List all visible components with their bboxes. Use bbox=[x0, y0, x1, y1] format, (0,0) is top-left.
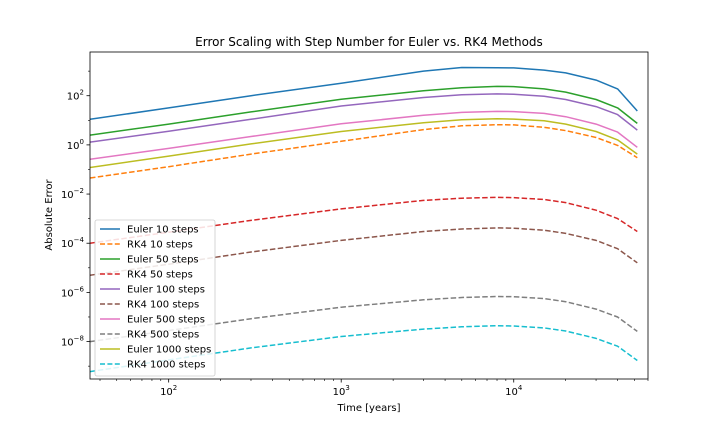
x-tick-label: 102 bbox=[160, 384, 177, 398]
x-axis-label: Time [years] bbox=[337, 403, 401, 414]
legend-entry: Euler 500 steps bbox=[127, 315, 205, 326]
series-line-3 bbox=[90, 85, 638, 136]
legend-entry: RK4 500 steps bbox=[127, 330, 199, 341]
series-line-1 bbox=[90, 66, 638, 121]
legend-box bbox=[94, 219, 216, 377]
series-line-10 bbox=[90, 324, 638, 373]
y-tick-label: 100 bbox=[67, 138, 84, 152]
x-tick-label: 104 bbox=[505, 384, 523, 398]
y-tick-label: 10−8 bbox=[61, 335, 84, 349]
y-tick-label: 102 bbox=[67, 89, 84, 103]
y-tick-label: 10−6 bbox=[61, 285, 85, 299]
y-tick-label: 10−4 bbox=[61, 236, 85, 250]
legend: Euler 10 steps RK4 10 steps Euler 50 steps… bbox=[94, 219, 216, 377]
legend-entry: Euler 100 steps bbox=[127, 285, 205, 296]
series-line-9 bbox=[90, 118, 638, 169]
legend-entry: RK4 100 steps bbox=[127, 300, 199, 311]
series-line-4 bbox=[90, 196, 638, 244]
series-line-5 bbox=[90, 93, 638, 143]
legend-entry: Euler 50 steps bbox=[127, 255, 199, 266]
x-tick-label: 103 bbox=[333, 384, 350, 398]
series-line-6 bbox=[90, 227, 638, 276]
series-line-8 bbox=[90, 295, 638, 343]
plot-frame bbox=[89, 51, 649, 380]
legend-entry: Euler 1000 steps bbox=[127, 345, 211, 356]
legend-entry: Euler 10 steps bbox=[127, 225, 199, 236]
x-axis: 102 103 104 bbox=[99, 379, 649, 398]
plot-area bbox=[90, 66, 638, 373]
series-line-7 bbox=[90, 110, 638, 161]
series-line-2 bbox=[90, 123, 638, 179]
y-axis: 10−8 10−6 10−4 10−2 100 102 bbox=[61, 70, 90, 367]
y-axis-label: Absolute Error bbox=[44, 178, 55, 250]
legend-entry: RK4 10 steps bbox=[127, 240, 193, 251]
chart-title: Error Scaling with Step Number for Euler… bbox=[195, 35, 543, 49]
legend-entry: RK4 1000 steps bbox=[127, 360, 206, 371]
y-tick-label: 10−2 bbox=[61, 187, 84, 201]
legend-entry: RK4 50 steps bbox=[127, 270, 193, 281]
